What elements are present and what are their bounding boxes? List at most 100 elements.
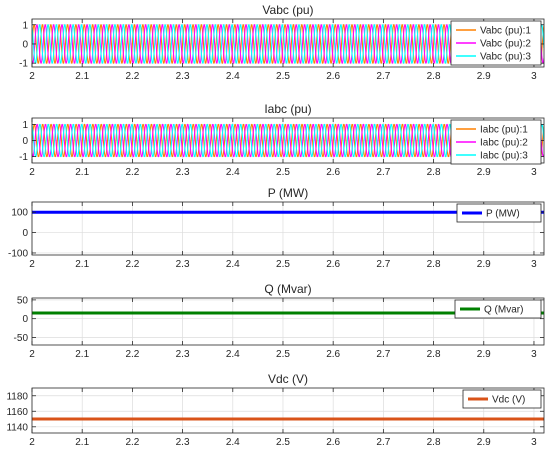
panel-5: 2 2.1 2.2 2.3 2.4 2.5 2.6 2.7 2.8 2.9 3 1140 1160 118… [6,372,545,448]
x-tick-label: 2.5 [276,437,290,448]
x-tick-label: 2.8 [427,167,441,178]
x-tick-label: 2.8 [427,71,441,82]
x-tick-label: 3 [531,71,537,82]
y-tick-label: -1 [19,152,28,163]
x-tick-label: 3 [531,259,537,270]
x-tick-label: 3 [531,167,537,178]
y-tick-label: 1180 [6,391,28,402]
panel-4: 2 2.1 2.2 2.3 2.4 2.5 2.6 2.7 2.8 2.9 3 -50 0 50 Q (Mv… [14,282,545,360]
axes-frame [31,18,545,68]
axes-frame [31,201,545,256]
y-tick-label: -50 [14,333,29,344]
x-tick-label: 2.9 [477,349,491,360]
legend-box [462,389,542,409]
legend-label: Iabc (pu):2 [480,138,528,149]
panel-title: P (MW) [268,186,308,200]
y-tick-label: 0 [22,228,28,239]
x-tick-label: 2.4 [226,437,240,448]
x-tick-label: 2.1 [75,71,89,82]
legend: P (MW) [456,203,542,223]
panel-title: Iabc (pu) [264,102,311,116]
x-tick-label: 2.9 [477,71,491,82]
x-tick-label: 2.7 [376,71,390,82]
legend-label: Vabc (pu):1 [480,26,531,37]
y-tick-label: -1 [19,59,28,70]
x-tick-label: 2.2 [125,167,139,178]
x-tick-label: 2.3 [176,71,190,82]
legend: Vdc (V) [462,389,542,409]
x-tick-label: 2.3 [176,167,190,178]
x-tick-label: 3 [531,437,537,448]
legend-box [456,203,542,223]
y-tick-label: 1 [22,20,28,31]
x-tick-label: 3 [531,349,537,360]
x-tick-label: 2.1 [75,349,89,360]
legend-label: Iabc (pu):3 [480,151,528,162]
panel-title: Vdc (V) [268,372,308,386]
x-tick-label: 2.5 [276,259,290,270]
x-tick-label: 2.4 [226,167,240,178]
legend: Iabc (pu):1 Iabc (pu):2 Iabc (pu):3 [450,119,542,165]
x-tick-label: 2.1 [75,437,89,448]
panel-3: 2 2.1 2.2 2.3 2.4 2.5 2.6 2.7 2.8 2.9 3 -100 0 100 P (… [8,186,545,270]
x-tick-label: 2.5 [276,167,290,178]
x-tick-label: 2.2 [125,437,139,448]
x-tick-label: 2.6 [326,167,340,178]
legend-label: Vdc (V) [492,395,525,406]
x-tick-label: 2.1 [75,167,89,178]
x-tick-label: 2.9 [477,437,491,448]
legend: Vabc (pu):1 Vabc (pu):2 Vabc (pu):3 [450,20,542,66]
x-tick-label: 2.1 [75,259,89,270]
legend-label: Vabc (pu):2 [480,39,531,50]
x-tick-label: 2.4 [226,259,240,270]
y-tick-label: 0 [22,136,28,147]
y-tick-label: -100 [8,248,28,259]
y-tick-label: 1140 [6,422,28,433]
panel-title: Q (Mvar) [264,282,311,296]
x-tick-label: 2.5 [276,349,290,360]
legend-label: Q (Mvar) [484,305,523,316]
x-tick-label: 2.7 [376,167,390,178]
x-tick-label: 2.6 [326,71,340,82]
x-tick-label: 2.6 [326,259,340,270]
x-tick-label: 2.4 [226,71,240,82]
x-tick-label: 2 [29,349,35,360]
legend-box [454,299,542,319]
x-tick-label: 2.9 [477,167,491,178]
y-tick-label: 0 [22,314,28,325]
x-tick-label: 2.2 [125,349,139,360]
panel-2: 2 2.1 2.2 2.3 2.4 2.5 2.6 2.7 2.8 2.9 3 -1 0 1 Iabc (p… [19,102,545,178]
panel-1: 2 2.1 2.2 2.3 2.4 2.5 2.6 2.7 2.8 2.9 3 -1 0 1 Vabc (p… [19,3,545,82]
x-tick-label: 2.3 [176,349,190,360]
x-tick-label: 2 [29,71,35,82]
legend-label: P (MW) [486,209,520,220]
x-tick-label: 2.7 [376,349,390,360]
x-tick-label: 2.7 [376,259,390,270]
y-tick-label: 100 [11,208,28,219]
x-tick-label: 2 [29,437,35,448]
x-tick-label: 2.3 [176,437,190,448]
panel-title: Vabc (pu) [262,3,313,17]
legend: Q (Mvar) [454,299,542,319]
x-tick-label: 2.8 [427,349,441,360]
x-tick-label: 2.3 [176,259,190,270]
x-tick-label: 2.8 [427,259,441,270]
x-tick-label: 2.4 [226,349,240,360]
legend-label: Vabc (pu):3 [480,52,531,63]
axes-frame [31,297,545,346]
x-tick-label: 2 [29,167,35,178]
y-tick-label: 1160 [6,407,28,418]
x-tick-label: 2.8 [427,437,441,448]
x-tick-label: 2.6 [326,349,340,360]
x-tick-label: 2.6 [326,437,340,448]
axes-frame [31,387,545,434]
y-tick-label: 50 [17,295,29,306]
x-tick-label: 2.7 [376,437,390,448]
y-tick-label: 0 [22,39,28,50]
x-tick-label: 2 [29,259,35,270]
x-tick-label: 2.5 [276,71,290,82]
x-tick-label: 2.2 [125,259,139,270]
x-tick-label: 2.2 [125,71,139,82]
x-tick-label: 2.9 [477,259,491,270]
